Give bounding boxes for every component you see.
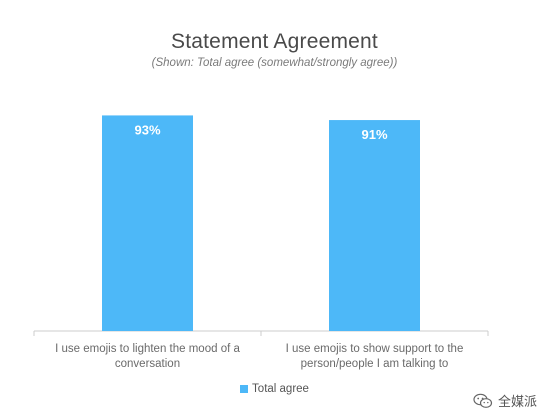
bar-0 [102, 115, 193, 332]
category-label-line: I use emojis to show support to the [285, 343, 464, 355]
chart-subtitle: (Shown: Total agree (somewhat/strongly a… [151, 57, 398, 69]
legend-label: Total agree [252, 383, 309, 395]
bar-1 [329, 120, 420, 331]
watermark: 全媒派 [473, 391, 537, 410]
category-label-show-support: I use emojis to show support to the pers… [275, 342, 475, 372]
legend: Total agree [0, 383, 549, 395]
data-label-1: 91% [361, 127, 387, 142]
legend-swatch [240, 385, 249, 393]
category-label-line: conversation [114, 358, 181, 370]
category-label-line: I use emojis to lighten the mood of a [55, 343, 240, 355]
data-label-0: 93% [134, 122, 160, 137]
chart-title: Statement Agreement [171, 30, 378, 53]
watermark-text: 全媒派 [497, 394, 537, 409]
category-label-lighten-mood: I use emojis to lighten the mood of a co… [48, 342, 248, 372]
category-label-line: person/people I am talking to [300, 358, 449, 370]
wechat-icon [473, 393, 493, 408]
